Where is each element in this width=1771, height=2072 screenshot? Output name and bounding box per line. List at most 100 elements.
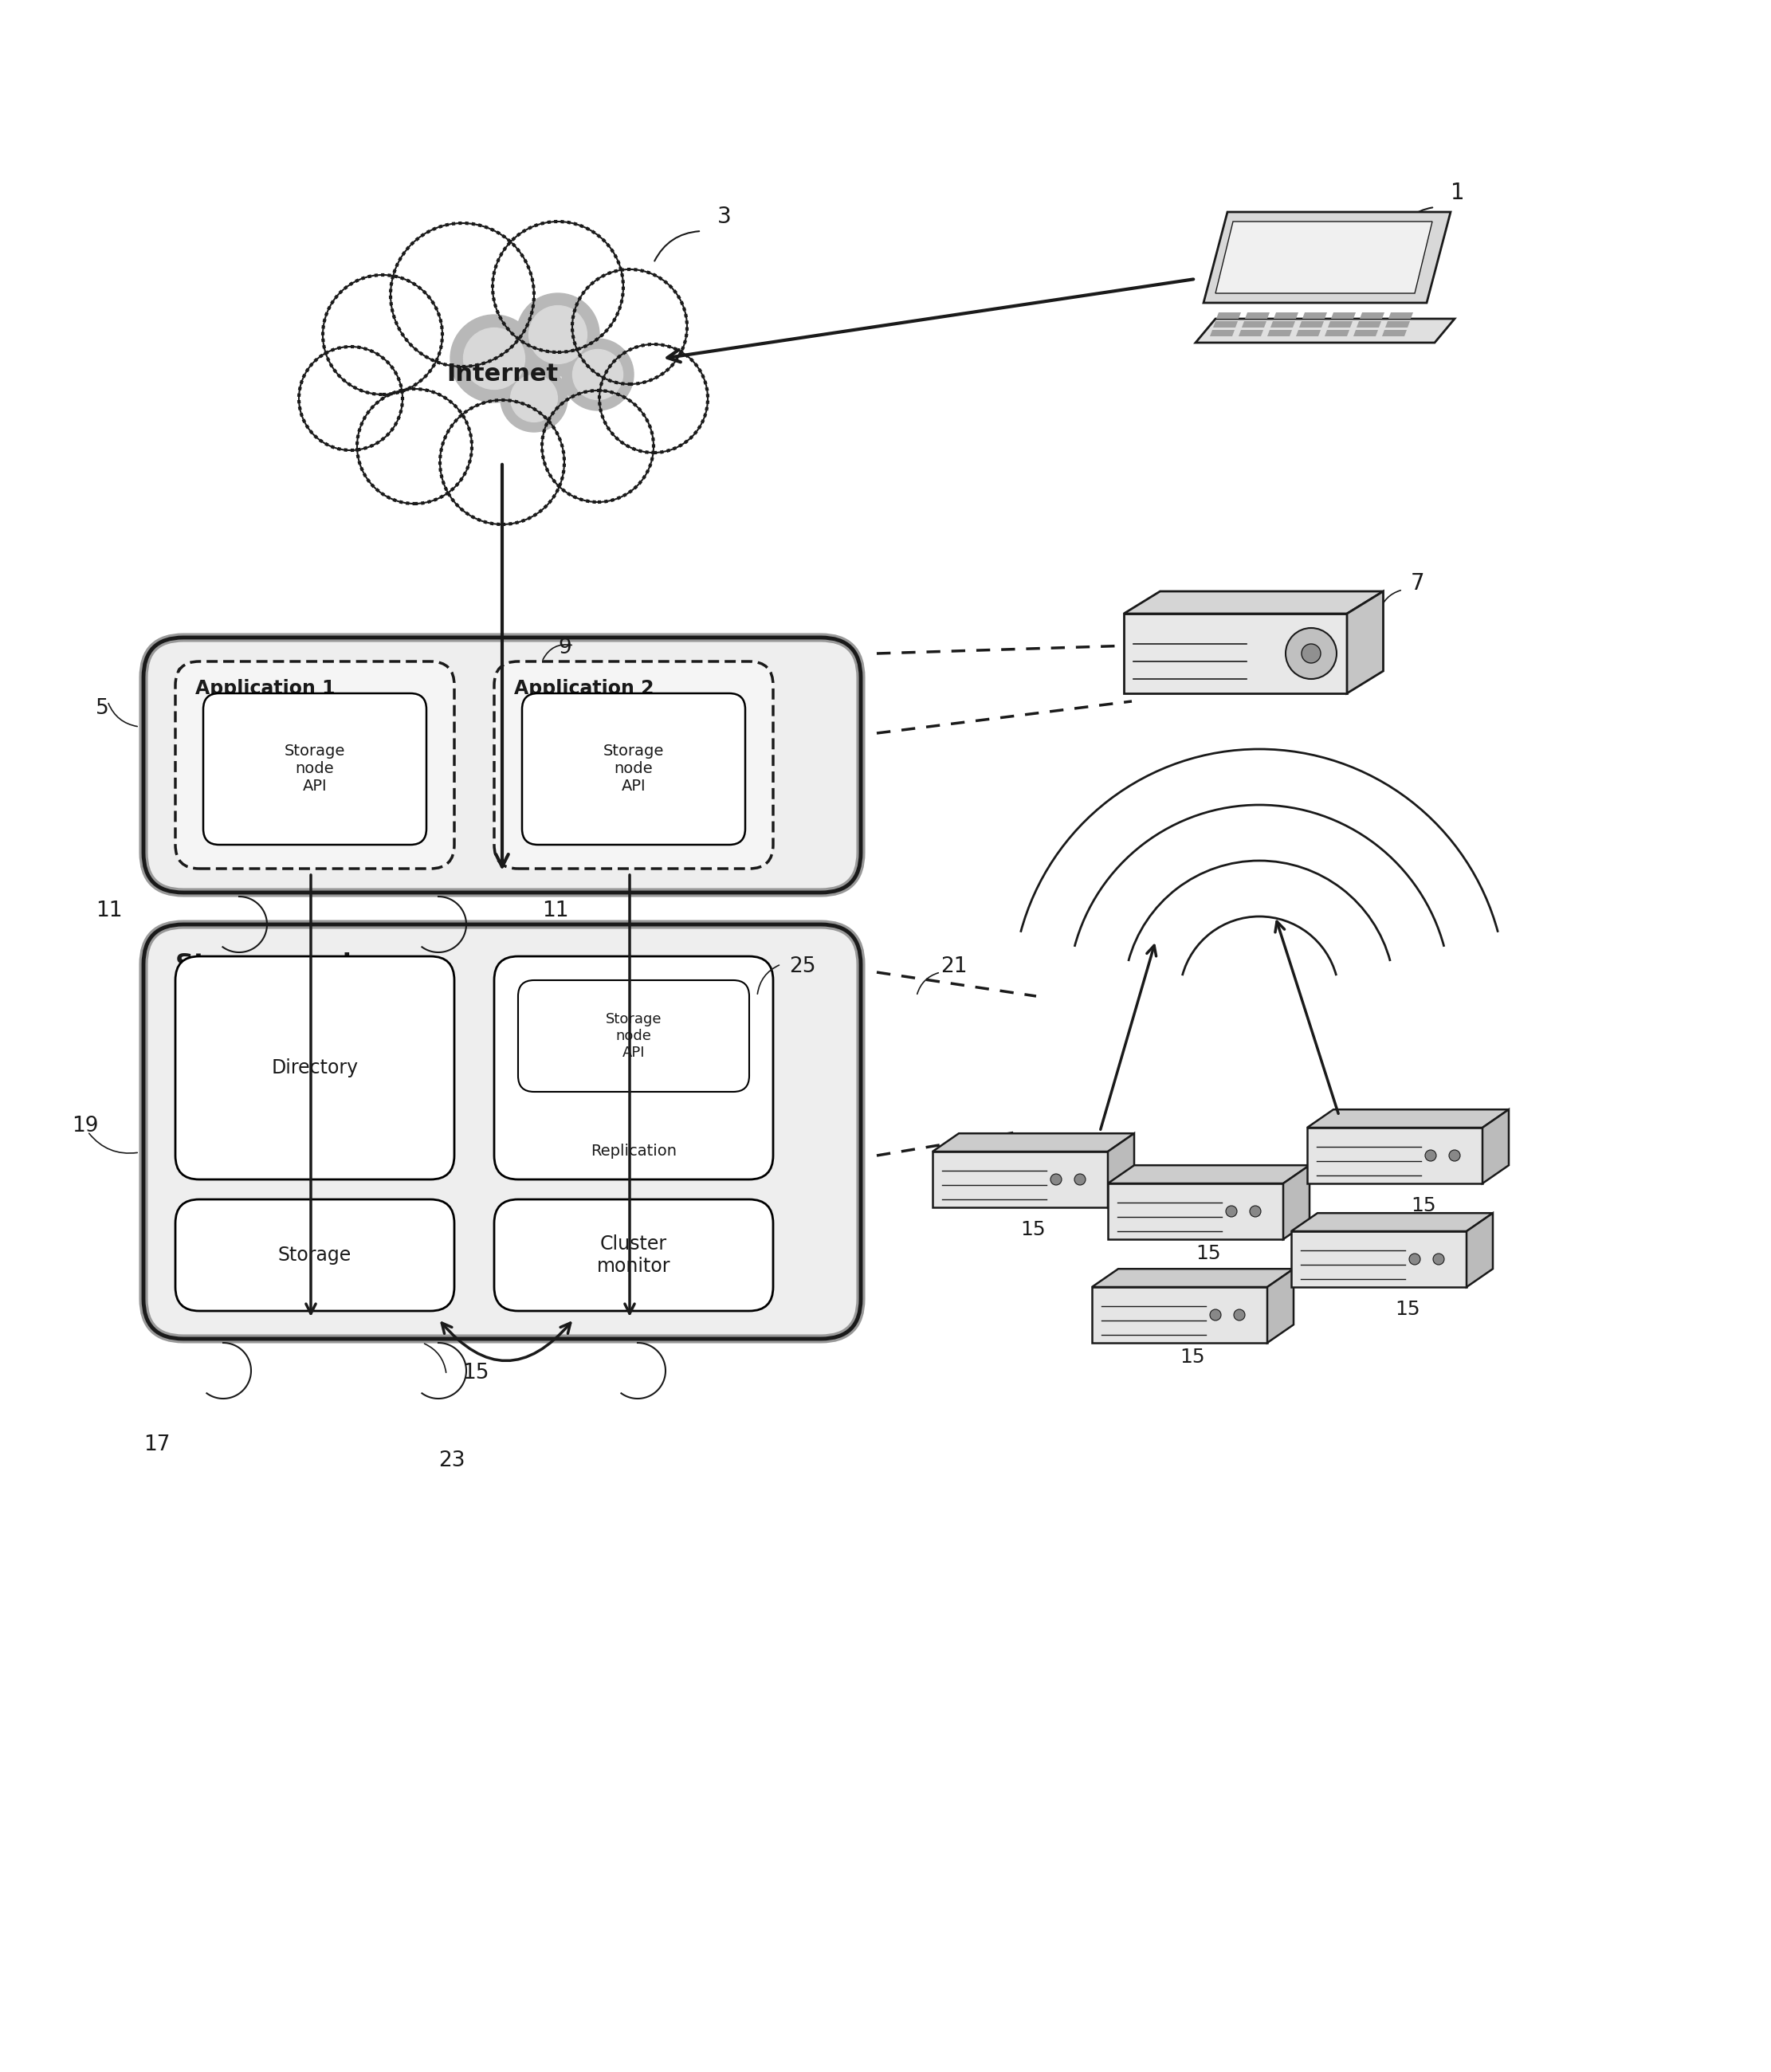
Circle shape: [1234, 1310, 1245, 1320]
Polygon shape: [1388, 313, 1413, 319]
Text: Internet: Internet: [446, 363, 558, 385]
FancyBboxPatch shape: [143, 638, 861, 893]
Polygon shape: [1268, 329, 1293, 336]
Polygon shape: [1360, 313, 1385, 319]
Polygon shape: [1093, 1268, 1293, 1287]
Polygon shape: [1109, 1133, 1133, 1208]
Polygon shape: [1353, 329, 1378, 336]
Polygon shape: [933, 1133, 1133, 1152]
Text: 21: 21: [940, 957, 967, 978]
Circle shape: [1433, 1254, 1443, 1264]
Circle shape: [570, 267, 691, 387]
FancyBboxPatch shape: [522, 694, 746, 845]
Polygon shape: [1302, 313, 1326, 319]
Polygon shape: [1213, 321, 1238, 327]
Text: 15: 15: [1195, 1243, 1220, 1264]
Text: Application 2: Application 2: [514, 680, 653, 698]
FancyBboxPatch shape: [175, 1200, 455, 1312]
Text: 17: 17: [143, 1434, 170, 1455]
Circle shape: [354, 385, 475, 506]
Polygon shape: [1245, 313, 1270, 319]
FancyBboxPatch shape: [143, 924, 861, 1339]
Circle shape: [1226, 1206, 1236, 1216]
Polygon shape: [1109, 1183, 1284, 1239]
FancyBboxPatch shape: [204, 694, 427, 845]
FancyBboxPatch shape: [494, 1200, 774, 1312]
Text: Cluster
monitor: Cluster monitor: [597, 1235, 671, 1276]
Polygon shape: [1291, 1212, 1493, 1231]
Circle shape: [1050, 1175, 1061, 1185]
Text: Storage
node
API: Storage node API: [285, 744, 345, 794]
Polygon shape: [1268, 1268, 1293, 1343]
Polygon shape: [1204, 211, 1450, 303]
Polygon shape: [1385, 321, 1410, 327]
Text: Server: Server: [175, 665, 269, 690]
Circle shape: [1449, 1150, 1459, 1160]
Circle shape: [538, 387, 657, 506]
Text: 3: 3: [717, 205, 731, 228]
Circle shape: [1250, 1206, 1261, 1216]
Polygon shape: [1270, 321, 1295, 327]
Circle shape: [1210, 1310, 1220, 1320]
Circle shape: [530, 307, 586, 365]
Polygon shape: [1466, 1212, 1493, 1287]
Circle shape: [1426, 1150, 1436, 1160]
Text: Storage: Storage: [278, 1245, 352, 1264]
Text: 15: 15: [1396, 1299, 1420, 1320]
Polygon shape: [1325, 329, 1350, 336]
Text: 11: 11: [542, 901, 568, 922]
Polygon shape: [1307, 1127, 1482, 1183]
Circle shape: [450, 315, 538, 402]
Polygon shape: [1291, 1231, 1466, 1287]
Text: 23: 23: [439, 1450, 466, 1471]
Circle shape: [572, 350, 623, 400]
Circle shape: [510, 375, 558, 423]
Text: Storage node: Storage node: [175, 953, 368, 978]
Polygon shape: [1215, 222, 1433, 294]
Circle shape: [597, 342, 710, 456]
Circle shape: [296, 344, 406, 454]
Polygon shape: [1241, 321, 1266, 327]
Text: Storage
node
API: Storage node API: [604, 744, 664, 794]
Polygon shape: [1210, 329, 1234, 336]
Circle shape: [437, 398, 567, 528]
Text: Storage
node
API: Storage node API: [606, 1013, 662, 1059]
Circle shape: [561, 338, 634, 410]
Text: Directory: Directory: [271, 1059, 358, 1077]
Circle shape: [464, 327, 524, 390]
Polygon shape: [1296, 329, 1321, 336]
Polygon shape: [933, 1152, 1109, 1208]
Polygon shape: [1284, 1164, 1309, 1239]
Text: 1: 1: [1450, 182, 1465, 203]
Text: 15: 15: [1020, 1220, 1045, 1239]
Text: 15: 15: [1179, 1347, 1204, 1368]
FancyBboxPatch shape: [519, 980, 749, 1092]
Polygon shape: [1195, 319, 1454, 342]
Text: 9: 9: [558, 638, 572, 659]
Text: 25: 25: [790, 957, 816, 978]
Text: 7: 7: [1411, 572, 1426, 595]
Text: 5: 5: [96, 698, 110, 719]
Polygon shape: [1357, 321, 1381, 327]
Circle shape: [1410, 1254, 1420, 1264]
Circle shape: [386, 220, 538, 371]
Text: 15: 15: [1411, 1196, 1436, 1216]
FancyBboxPatch shape: [494, 661, 774, 868]
Polygon shape: [1125, 613, 1348, 694]
Polygon shape: [1328, 321, 1353, 327]
Text: 15: 15: [462, 1363, 489, 1384]
Circle shape: [1302, 644, 1321, 663]
Polygon shape: [1109, 1164, 1309, 1183]
Text: Replication: Replication: [590, 1144, 677, 1158]
Polygon shape: [1482, 1109, 1509, 1183]
Polygon shape: [1125, 591, 1383, 613]
Polygon shape: [1348, 591, 1383, 694]
Polygon shape: [1381, 329, 1406, 336]
Circle shape: [1075, 1175, 1086, 1185]
Polygon shape: [1300, 321, 1325, 327]
Text: Application 1: Application 1: [195, 680, 335, 698]
Circle shape: [1286, 628, 1337, 680]
Text: 11: 11: [96, 901, 122, 922]
Polygon shape: [1307, 1109, 1509, 1127]
Circle shape: [501, 365, 567, 431]
